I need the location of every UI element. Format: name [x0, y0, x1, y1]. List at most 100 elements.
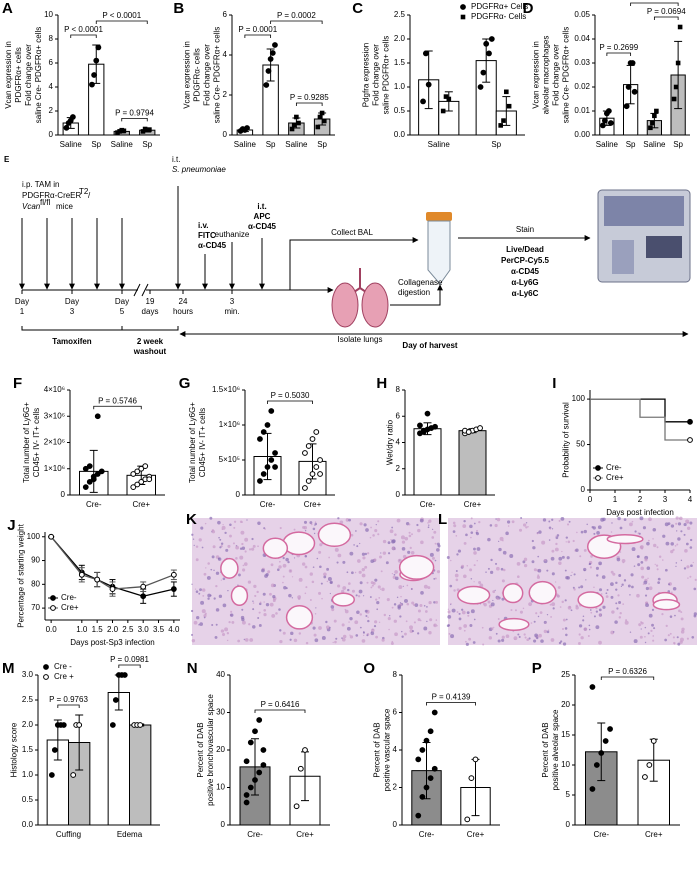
tissue-speck	[629, 594, 631, 596]
tissue-speck	[511, 520, 515, 524]
data-point	[687, 437, 693, 443]
tissue-speck	[507, 525, 510, 527]
tissue-speck	[278, 565, 282, 569]
tissue-speck	[412, 603, 416, 606]
data-point	[650, 738, 657, 744]
tissue-speck	[339, 520, 344, 525]
data-point	[309, 471, 316, 477]
tissue-speck	[693, 587, 697, 591]
tissue-speck	[211, 623, 214, 627]
tissue-speck	[213, 597, 216, 600]
tissue-speck	[589, 566, 592, 569]
tissue-speck	[361, 567, 365, 572]
x-tick-label: Cre-	[247, 830, 263, 839]
significance-bracket	[267, 400, 313, 404]
diagram-label: α-Ly6C	[512, 289, 539, 298]
y-tick-label: 0	[61, 490, 66, 499]
x-tick-label: Cre-	[86, 500, 102, 509]
tissue-speck	[534, 633, 539, 638]
tissue-speck	[379, 555, 383, 559]
data-point	[415, 756, 422, 763]
data-point	[86, 478, 93, 485]
tissue-speck	[229, 523, 232, 527]
tissue-speck	[393, 619, 397, 623]
tissue-speck	[570, 574, 572, 577]
tissue-speck	[561, 550, 563, 553]
data-point	[623, 103, 630, 110]
tissue-speck	[624, 620, 629, 625]
tissue-speck	[465, 533, 468, 537]
tissue-speck	[653, 627, 656, 630]
tissue-speck	[195, 545, 199, 548]
tissue-speck	[220, 629, 225, 633]
tissue-speck	[275, 612, 278, 615]
tissue-speck	[288, 593, 292, 598]
y-tick-label: 0.0	[394, 130, 406, 139]
tissue-speck	[567, 540, 571, 544]
tissue-speck	[318, 626, 322, 630]
tissue-speck	[354, 620, 359, 625]
tissue-speck	[455, 535, 458, 537]
y-tick-label: 10	[561, 760, 570, 769]
x-tick-label: Sp	[317, 140, 327, 149]
tissue-speck	[389, 529, 394, 534]
tissue-speck	[341, 589, 345, 594]
tissue-speck	[222, 577, 226, 581]
panel-letter: D	[523, 0, 534, 17]
tissue-speck	[599, 563, 601, 565]
tissue-speck	[304, 565, 308, 569]
tissue-speck	[568, 520, 571, 523]
tissue-speck	[681, 627, 685, 631]
tissue-speck	[404, 536, 409, 541]
data-point	[446, 96, 452, 102]
tissue-speck	[249, 638, 254, 642]
tissue-speck	[359, 581, 363, 585]
tissue-speck	[239, 555, 244, 560]
tissue-speck	[405, 620, 408, 623]
tissue-speck	[561, 600, 564, 604]
diagram-label: fl/fl	[40, 198, 50, 207]
diagram-label: Vcan	[22, 202, 41, 211]
data-point	[419, 793, 426, 800]
tissue-speck	[472, 641, 476, 644]
tissue-speck	[365, 614, 368, 618]
tissue-speck	[331, 608, 335, 612]
tissue-speck	[473, 618, 476, 621]
tissue-speck	[377, 533, 380, 536]
data-point	[652, 113, 657, 119]
tissue-speck	[212, 545, 216, 549]
data-point	[296, 120, 301, 126]
y-axis-label: alveolar macrophages	[542, 36, 551, 115]
y-tick-label: 2	[223, 90, 228, 99]
diagram-label: i.t.	[172, 155, 180, 164]
tissue-speck	[469, 524, 473, 529]
tissue-speck	[657, 577, 661, 581]
tissue-speck	[668, 583, 671, 586]
y-axis-label: Total number of Ly6G+	[188, 402, 197, 483]
tissue-speck	[293, 557, 296, 559]
tissue-speck	[283, 586, 287, 590]
tissue-speck	[257, 545, 259, 548]
tissue-speck	[627, 584, 631, 588]
airway	[652, 598, 681, 611]
lung	[331, 282, 359, 328]
panel-letter: H	[376, 375, 387, 392]
x-tick-label: 3.0	[138, 625, 150, 634]
x-tick-label: Cre-	[260, 500, 276, 509]
tissue-speck	[687, 577, 689, 579]
data-point	[272, 450, 278, 456]
tissue-speck	[219, 538, 222, 541]
y-tick-label: 70	[31, 603, 40, 612]
tissue-speck	[500, 567, 504, 571]
tissue-speck	[435, 619, 438, 621]
data-point	[589, 786, 596, 792]
data-point	[488, 36, 495, 42]
tissue-speck	[355, 594, 358, 597]
tissue-speck	[470, 517, 473, 520]
data-point	[243, 792, 250, 798]
data-point	[257, 436, 263, 442]
tissue-speck	[645, 603, 649, 608]
tissue-speck	[457, 549, 462, 553]
tissue-speck	[279, 629, 282, 632]
tissue-speck	[417, 632, 420, 635]
